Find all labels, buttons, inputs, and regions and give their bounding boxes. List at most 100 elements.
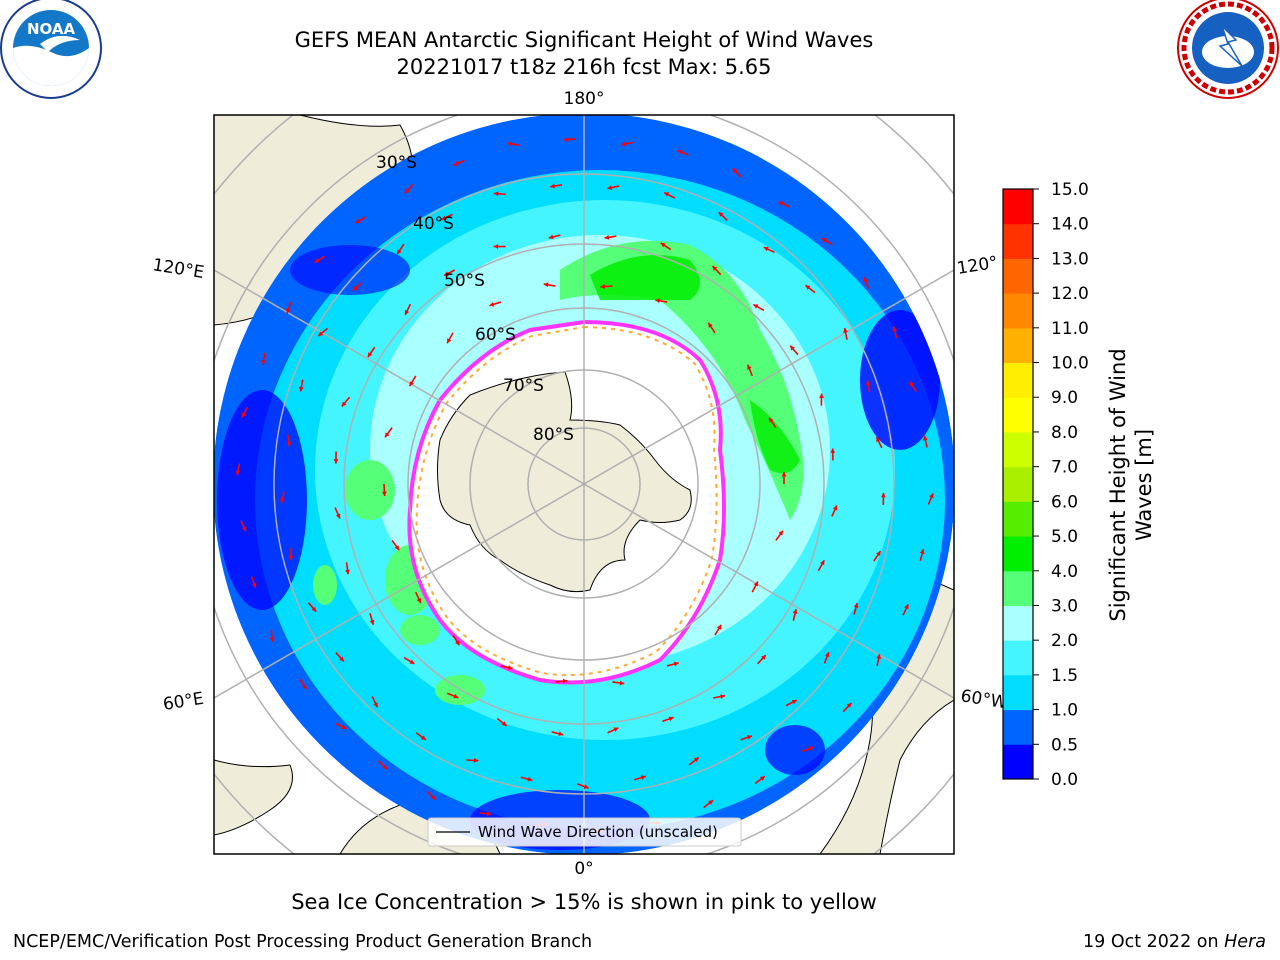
wave-arrow-head xyxy=(791,699,797,705)
lat-label-50s: 50°S xyxy=(444,271,485,291)
wave-arrow-head xyxy=(288,555,294,561)
wave-arrow-head xyxy=(298,386,304,392)
wave-arrow-head xyxy=(808,746,814,751)
wave-arrow-head xyxy=(409,381,414,387)
wave-arrow-head xyxy=(527,776,533,782)
wave-arrow-head xyxy=(447,338,452,344)
wave-arrow-head xyxy=(876,654,882,659)
footer-branch: NCEP/EMC/Verification Post Processing Pr… xyxy=(13,932,593,952)
wave-arrow-head xyxy=(548,234,554,240)
wave-arrow-head xyxy=(241,526,247,532)
wave-arrow-head xyxy=(493,191,499,197)
wave-arrow-head xyxy=(778,530,783,536)
lon-label-0: 0° xyxy=(574,859,593,879)
wave-arrow-head xyxy=(819,393,824,399)
wave-arrow-head xyxy=(820,560,825,566)
wave-arrow-head xyxy=(846,702,852,708)
wave-arrow-head xyxy=(693,757,699,763)
wave-arrow-head xyxy=(790,345,795,351)
wave-arrow-head xyxy=(904,604,909,610)
wave-arrow-head xyxy=(550,183,555,189)
wave-arrow-head xyxy=(486,811,492,817)
wave-arrow-head xyxy=(558,731,564,737)
lon-label-120e: 120°E xyxy=(151,255,205,283)
lon-label-60w: 60°W xyxy=(959,686,1009,713)
wave-arrow-head xyxy=(830,448,836,453)
noaa-logo: NOAA xyxy=(0,0,102,99)
wave-arrow-head xyxy=(763,246,769,252)
wave-arrow-head xyxy=(373,702,378,708)
wave-arrow-head xyxy=(607,185,613,190)
wave-arrow-head xyxy=(892,326,898,332)
wave-arrow-head xyxy=(397,249,402,255)
wave-arrow-head xyxy=(619,680,625,686)
wave-arrow-head xyxy=(822,238,828,243)
antarctica xyxy=(437,371,692,593)
wave-arrow-head xyxy=(778,201,784,206)
wave-arrow-head xyxy=(318,331,324,337)
wave-arrow-head xyxy=(335,513,341,519)
wave-arrow-head xyxy=(420,735,426,740)
wave-arrow-head xyxy=(314,258,320,263)
footer-host: Hera xyxy=(1224,932,1266,952)
wave-arrow-head xyxy=(455,640,460,646)
wave-arrow-head xyxy=(881,492,886,498)
wave-arrow-head xyxy=(792,609,798,614)
legend-label: Wind Wave Direction (unscaled) xyxy=(478,823,718,841)
wave-arrow-head xyxy=(929,493,934,499)
latitude-labels: 30°S 40°S 50°S 60°S 70°S 80°S xyxy=(376,153,574,445)
lon-label-60e: 60°E xyxy=(162,689,206,715)
wave-arrow-head xyxy=(286,308,291,314)
lat-label-80s: 80°S xyxy=(533,425,574,445)
wave-arrow-head xyxy=(261,359,267,365)
wave-arrow-head xyxy=(747,364,752,370)
wave-arrow-head xyxy=(409,659,415,664)
wave-arrow-head xyxy=(604,234,610,240)
wave-arrow-head xyxy=(876,551,881,557)
wave-arrow-head xyxy=(367,352,373,358)
wave-arrow-head xyxy=(444,271,450,276)
wave-arrow-head xyxy=(853,603,859,608)
wave-arrow-head xyxy=(453,161,459,166)
wave-arrow-head xyxy=(341,401,347,407)
wave-arrow-head xyxy=(923,435,928,441)
wave-arrow-head xyxy=(543,282,549,288)
wave-arrow-head xyxy=(507,665,513,670)
map-frame xyxy=(213,114,955,855)
wave-arrow-head xyxy=(355,218,361,223)
wave-arrow-head xyxy=(863,277,869,283)
wave-arrow-head xyxy=(677,149,683,155)
lon-label-120w: 120° xyxy=(956,253,1000,279)
wave-arrow-head xyxy=(286,442,292,447)
wave-arrow-head xyxy=(660,242,666,248)
wave-arrow-head xyxy=(489,302,495,307)
wave-arrow-head xyxy=(720,694,725,699)
wave-arrow-head xyxy=(655,298,660,304)
footer-date: 19 Oct 2022 on Hera xyxy=(1083,932,1266,952)
wave-arrow-head xyxy=(562,678,568,684)
wave-arrow-head xyxy=(280,498,285,504)
wave-arrow-head xyxy=(382,491,387,496)
wave-arrow-head xyxy=(333,459,339,464)
wave-arrow-head xyxy=(865,380,871,386)
lat-label-70s: 70°S xyxy=(503,376,544,396)
wave-arrow-head xyxy=(339,656,344,662)
wave-arrow-head xyxy=(613,727,619,732)
wave-arrow-head xyxy=(732,168,738,174)
lat-label-40s: 40°S xyxy=(413,214,454,234)
wave-arrow-head xyxy=(404,309,410,315)
wave-arrow-head xyxy=(621,141,626,147)
wave-arrow-head xyxy=(453,693,459,699)
wave-arrow-head xyxy=(311,606,317,612)
sea-ice-caption: Sea Ice Concentration > 15% is shown in … xyxy=(291,890,877,914)
wave-arrow-head xyxy=(416,598,422,604)
wave-arrow-head xyxy=(369,619,375,625)
wave-arrow-head xyxy=(909,381,915,387)
wave-arrow-head xyxy=(718,212,724,217)
wave-arrow-head xyxy=(805,285,811,290)
wave-arrow-head xyxy=(269,637,275,642)
wave-arrow-head xyxy=(384,432,390,438)
nws-logo xyxy=(1177,0,1279,99)
noaa-logo-text: NOAA xyxy=(27,20,76,38)
